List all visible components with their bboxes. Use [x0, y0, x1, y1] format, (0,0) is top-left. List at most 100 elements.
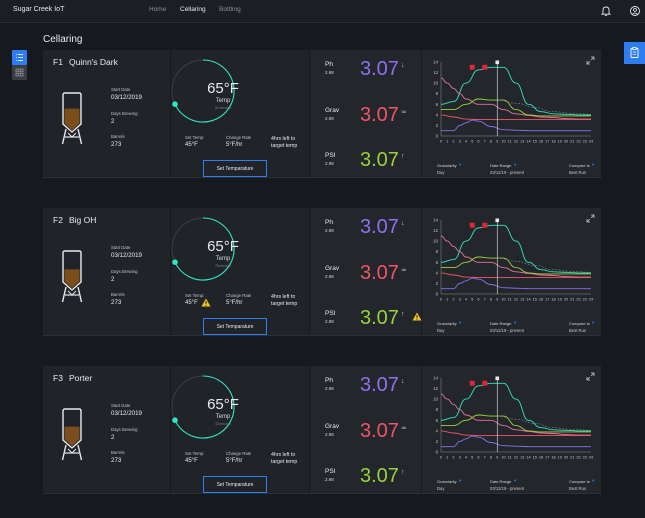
page-title: Cellaring [43, 34, 83, 45]
metric-ph-baseline: 2.98 [325, 70, 334, 75]
date-range-select[interactable]: 03/12/19 - present [490, 170, 524, 175]
y-tick-label: 4 [436, 112, 439, 117]
x-tick-label: 6 [477, 139, 479, 144]
temperature-knob[interactable] [172, 259, 178, 265]
date-range-select[interactable]: 03/12/19 - present [490, 486, 524, 491]
series-line-pink [440, 235, 591, 278]
x-tick-label: 13 [520, 139, 524, 144]
change-rate-label: Change Rate [226, 293, 252, 298]
x-tick-label: 14 [526, 297, 531, 302]
x-tick-label: 17 [545, 455, 549, 460]
x-tick-label: 22 [576, 455, 580, 460]
chevron-down-icon[interactable]: ▾ [514, 320, 517, 325]
event-marker[interactable] [482, 64, 488, 70]
time-marker-handle[interactable] [495, 218, 500, 223]
trend-icon: ↓ [401, 220, 405, 227]
x-tick-label: 11 [508, 455, 512, 460]
tab-cellaring[interactable]: Cellaring [180, 6, 206, 13]
x-tick-label: 20 [564, 455, 569, 460]
series-line-purple [441, 119, 591, 132]
x-tick-label: 5 [471, 455, 473, 460]
time-marker-handle[interactable] [495, 60, 500, 65]
x-tick-label: 17 [545, 297, 549, 302]
set-temp-label: Set Temp: [185, 451, 205, 456]
chevron-down-icon[interactable]: ▾ [459, 478, 462, 483]
set-temperature-button[interactable]: Set Temparature [203, 160, 267, 177]
compare-select[interactable]: Best Run [569, 328, 587, 333]
app-title[interactable]: Sugar Creek IoT [13, 6, 65, 13]
event-marker[interactable] [482, 380, 488, 386]
expand-icon[interactable] [586, 214, 595, 223]
metric-psi-value: 3.07 [360, 465, 399, 487]
y-tick-label: 12 [433, 228, 438, 233]
series-line-teal [440, 224, 591, 274]
trend-icon: ≃ [401, 267, 407, 274]
set-temperature-button[interactable]: Set Temparature [203, 476, 267, 493]
chevron-down-icon[interactable]: ▾ [592, 162, 595, 167]
x-tick-label: 18 [551, 455, 555, 460]
time-left-line1: 4hrs left to [271, 136, 296, 142]
x-tick-label: 10 [501, 297, 506, 302]
x-tick-label: 15 [533, 455, 537, 460]
event-marker[interactable] [482, 222, 488, 228]
tab-home[interactable]: Home [149, 6, 167, 13]
x-tick-label: 1 [446, 139, 448, 144]
temperature-dial [171, 375, 235, 439]
event-marker[interactable] [469, 64, 475, 70]
expand-icon[interactable] [586, 372, 595, 381]
clipboard-icon [630, 47, 639, 58]
x-tick-label: 24 [589, 139, 594, 144]
x-tick-label: 9 [496, 297, 498, 302]
metric-ph-label: Ph [325, 61, 333, 68]
chevron-down-icon[interactable]: ▾ [459, 320, 462, 325]
trend-icon: ↓ [401, 378, 405, 385]
metric-grav-label: Grav [325, 423, 340, 430]
x-tick-label: 0 [440, 455, 443, 460]
user-icon[interactable] [629, 5, 641, 17]
temperature-knob[interactable] [172, 101, 178, 107]
date-range-select[interactable]: 03/12/19 - present [490, 328, 524, 333]
date-range-label: Date Range [490, 479, 512, 484]
metric-grav-label: Grav [325, 265, 340, 272]
x-tick-label: 12 [514, 455, 518, 460]
time-left-line2: target temp [271, 301, 298, 307]
metric-grav-baseline: 2.98 [325, 116, 334, 121]
series-line-teal [440, 66, 591, 116]
set-temp-value: 45°F [185, 300, 198, 306]
granularity-select[interactable]: Day [437, 328, 445, 333]
tab-bottling[interactable]: Bottling [219, 6, 241, 13]
set-temp-value: 45°F [185, 458, 198, 464]
granularity-label: Granularity [437, 163, 457, 168]
grid-view-toggle[interactable] [12, 65, 27, 80]
chevron-down-icon[interactable]: ▾ [514, 478, 517, 483]
chevron-down-icon[interactable]: ▾ [592, 320, 595, 325]
chevron-down-icon[interactable]: ▾ [592, 478, 595, 483]
expand-icon[interactable] [586, 56, 595, 65]
compare-select[interactable]: Best Run [569, 486, 587, 491]
event-marker[interactable] [469, 380, 475, 386]
chevron-down-icon[interactable]: ▾ [514, 162, 517, 167]
y-tick-label: 8 [436, 249, 439, 254]
x-tick-label: 1 [446, 297, 448, 302]
time-marker-handle[interactable] [495, 376, 500, 381]
x-tick-label: 20 [564, 297, 569, 302]
set-temperature-button[interactable]: Set Temparature [203, 318, 267, 335]
x-tick-label: 24 [589, 297, 594, 302]
clipboard-button[interactable] [624, 42, 645, 64]
chevron-down-icon[interactable]: ▾ [459, 162, 462, 167]
y-tick-label: 12 [433, 70, 438, 75]
start-date-value: 03/12/2019 [111, 252, 142, 259]
compare-select[interactable]: Best Run [569, 170, 587, 175]
metric-ph-value: 3.07 [360, 216, 399, 238]
granularity-select[interactable]: Day [437, 486, 445, 491]
list-view-toggle[interactable] [12, 50, 27, 65]
granularity-select[interactable]: Day [437, 170, 445, 175]
bell-icon[interactable] [600, 5, 612, 17]
x-tick-label: 12 [514, 297, 518, 302]
event-marker[interactable] [469, 222, 475, 228]
barrels-label: Barrels [111, 450, 125, 455]
temperature-knob[interactable] [172, 417, 178, 423]
